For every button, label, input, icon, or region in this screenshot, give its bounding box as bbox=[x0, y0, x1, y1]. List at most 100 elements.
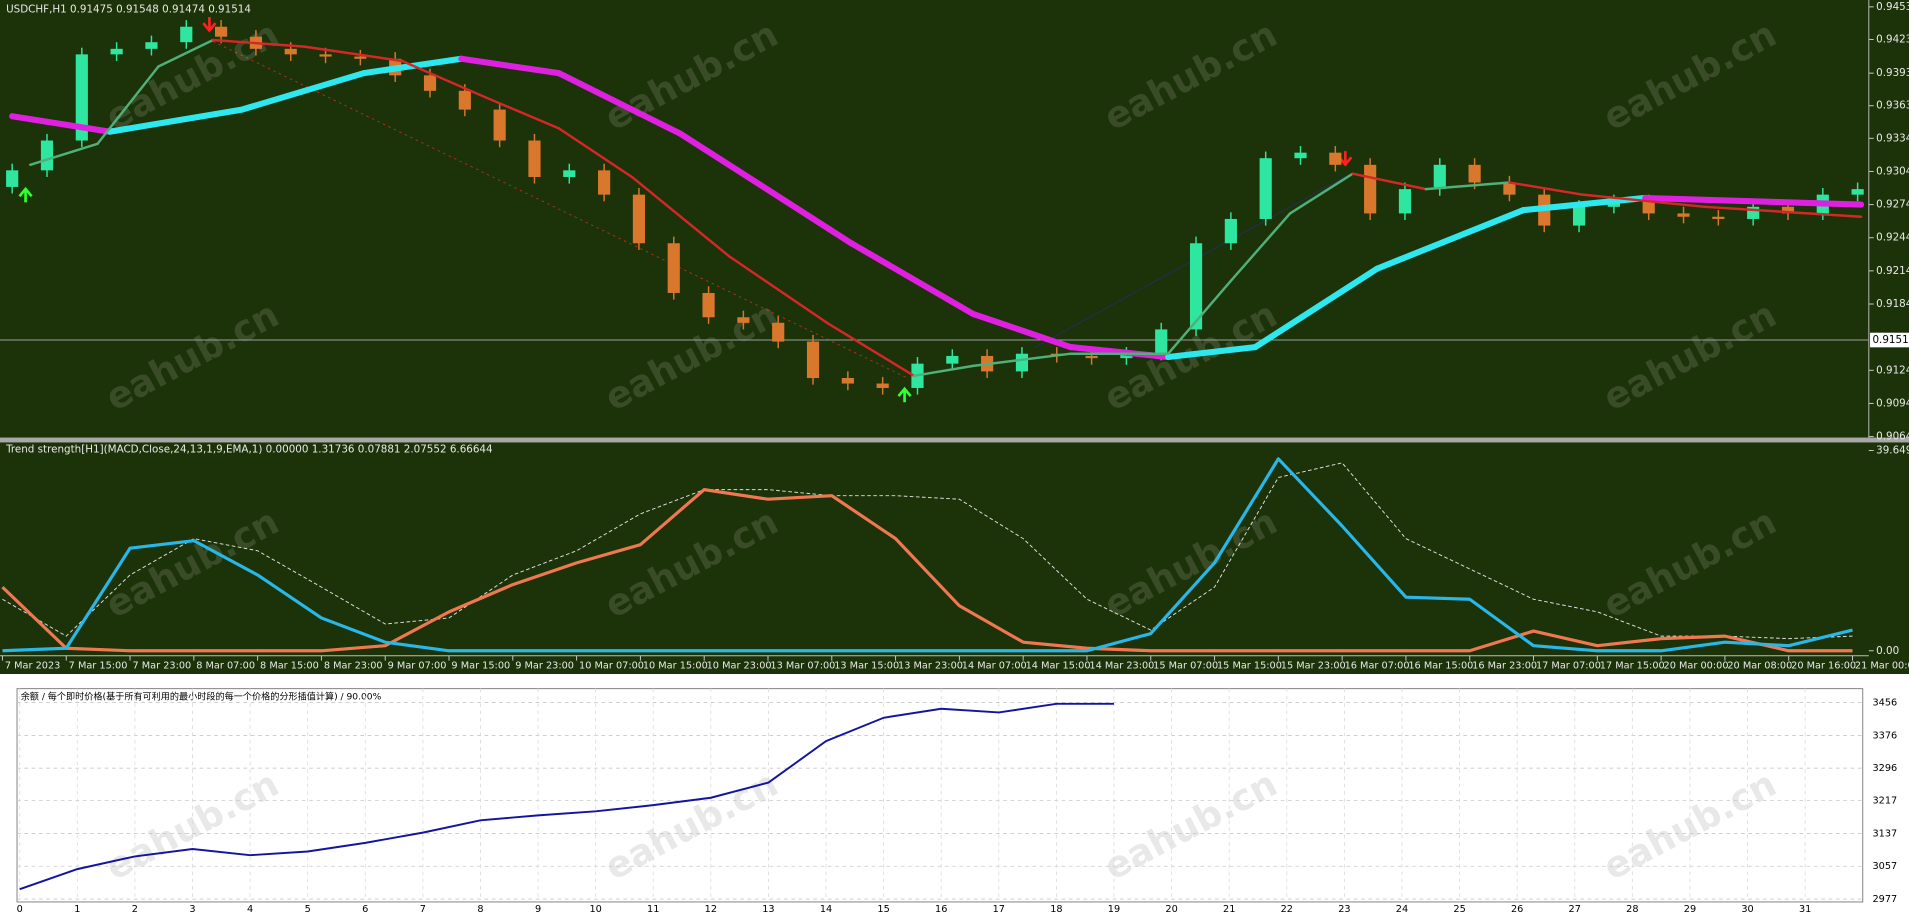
moving-average-segment bbox=[106, 106, 246, 135]
x-tick-label: 8 bbox=[477, 904, 483, 915]
x-tick-label: 13 bbox=[762, 904, 774, 915]
x-tick-label: 22 bbox=[1281, 904, 1293, 915]
y-tick-label: 0.00 bbox=[1876, 645, 1899, 657]
ohlc-high: 0.91548 bbox=[116, 4, 159, 16]
indicator-panel bbox=[0, 442, 1909, 675]
y-tick-label: 3376 bbox=[1872, 730, 1897, 741]
price-header: USDCHF,H1 0.91475 0.91548 0.91474 0.9151… bbox=[6, 4, 251, 16]
candle-body bbox=[145, 42, 158, 49]
x-tick-label: 4 bbox=[247, 904, 253, 915]
x-tick-label: 20 Mar 08:00 bbox=[1727, 660, 1792, 671]
moving-average-segment bbox=[848, 240, 977, 317]
y-tick-label: 0.94530 bbox=[1876, 1, 1909, 13]
indicator-line bbox=[2, 457, 1853, 653]
y-tick-label: 0.91240 bbox=[1876, 364, 1909, 376]
moving-average-segment bbox=[630, 175, 731, 258]
x-tick-label: 9 Mar 23:00 bbox=[515, 660, 574, 671]
candle-body bbox=[1224, 218, 1237, 244]
moving-average-segment bbox=[1165, 344, 1259, 361]
moving-average-segment bbox=[484, 96, 561, 130]
indicator-line bbox=[2, 462, 1853, 640]
candle-body bbox=[1781, 206, 1795, 214]
moving-average-segment bbox=[458, 55, 562, 77]
moving-average-segment bbox=[157, 38, 215, 68]
candle-body bbox=[40, 140, 54, 171]
x-tick-label: 13 Mar 23:00 bbox=[898, 660, 963, 671]
candle-body bbox=[1085, 355, 1098, 359]
x-tick-label: 24 bbox=[1396, 904, 1408, 915]
moving-average-segment bbox=[96, 65, 160, 146]
candle-body bbox=[946, 355, 959, 364]
y-tick-label: 0.92440 bbox=[1876, 232, 1909, 244]
x-tick-label: 9 Mar 15:00 bbox=[451, 660, 510, 671]
moving-average-segment bbox=[303, 45, 404, 63]
candle-body bbox=[1677, 213, 1690, 217]
candle-body bbox=[1398, 189, 1412, 214]
candle-body bbox=[1015, 353, 1029, 372]
candle-body bbox=[806, 341, 820, 379]
symbol: USDCHF,H1 bbox=[6, 4, 67, 16]
candle-body bbox=[563, 170, 576, 177]
candle-body bbox=[284, 48, 297, 55]
x-tick-label: 8 Mar 15:00 bbox=[260, 660, 319, 671]
moving-average-segment bbox=[1581, 193, 1706, 209]
x-tick-label: 15 Mar 23:00 bbox=[1281, 660, 1346, 671]
x-tick-label: 27 bbox=[1569, 904, 1581, 915]
candle-body bbox=[1851, 189, 1864, 195]
moving-average-segment bbox=[1351, 172, 1428, 191]
x-tick-label: 8 Mar 23:00 bbox=[324, 660, 383, 671]
moving-average-segment bbox=[9, 113, 113, 135]
candle-body bbox=[841, 378, 854, 384]
y-tick-label: 3137 bbox=[1872, 828, 1897, 839]
x-tick-label: 14 Mar 15:00 bbox=[1026, 660, 1091, 671]
ohlc-close: 0.91514 bbox=[208, 4, 251, 16]
candle-body bbox=[1364, 164, 1377, 214]
x-tick-label: 30 bbox=[1741, 904, 1753, 915]
x-tick-label: 25 bbox=[1453, 904, 1465, 915]
candle-body bbox=[180, 26, 193, 43]
x-tick-label: 15 Mar 15:00 bbox=[1217, 660, 1282, 671]
x-tick-label: 23 bbox=[1338, 904, 1350, 915]
balance-line bbox=[19, 702, 1115, 891]
candle-body bbox=[458, 90, 471, 110]
moving-average-segment bbox=[555, 70, 684, 137]
y-tick-label: 3057 bbox=[1872, 861, 1897, 872]
x-tick-label: 14 bbox=[820, 904, 832, 915]
y-tick-label: 0.92740 bbox=[1876, 199, 1909, 211]
y-tick-label: 0.90940 bbox=[1876, 397, 1909, 409]
x-tick-label: 7 bbox=[420, 904, 426, 915]
candle-body bbox=[1189, 243, 1203, 330]
candle-body bbox=[598, 170, 611, 195]
x-tick-label: 2 bbox=[132, 904, 138, 915]
x-tick-label: 20 bbox=[1165, 904, 1177, 915]
candle-body bbox=[772, 322, 785, 342]
x-tick-label: 17 bbox=[993, 904, 1005, 915]
ohlc-low: 0.91474 bbox=[162, 4, 205, 16]
x-tick-label: 6 bbox=[362, 904, 368, 915]
x-tick-label: 15 Mar 07:00 bbox=[1153, 660, 1218, 671]
y-tick-label: 3456 bbox=[1872, 698, 1897, 709]
x-tick-label: 7 Mar 15:00 bbox=[69, 660, 128, 671]
moving-average-segment bbox=[912, 364, 975, 378]
y-tick-label: 39.649 bbox=[1876, 444, 1909, 456]
y-tick-label: 2977 bbox=[1872, 894, 1897, 905]
moving-average-segment bbox=[1642, 194, 1865, 208]
candle-body bbox=[1120, 353, 1133, 359]
x-tick-label: 16 Mar 07:00 bbox=[1345, 660, 1410, 671]
y-tick-label: 0.91840 bbox=[1876, 298, 1909, 310]
y-tick-label: 0.94235 bbox=[1876, 33, 1909, 45]
moving-average-segment bbox=[1067, 344, 1172, 361]
x-tick-label: 7 Mar 23:00 bbox=[132, 660, 191, 671]
x-tick-label: 13 Mar 07:00 bbox=[770, 660, 835, 671]
x-tick-label: 20 Mar 16:00 bbox=[1791, 660, 1856, 671]
moving-average-segment bbox=[728, 255, 829, 325]
moving-average-segment bbox=[970, 310, 1074, 351]
y-tick-label: 3217 bbox=[1872, 796, 1897, 807]
candle-body bbox=[702, 292, 715, 318]
candle-body bbox=[423, 75, 437, 91]
trend-line bbox=[212, 41, 908, 379]
moving-average-segment bbox=[1508, 181, 1584, 196]
y-tick-label: 0.92140 bbox=[1876, 265, 1909, 277]
candle-body bbox=[1155, 329, 1168, 354]
moving-average-segment bbox=[1229, 212, 1292, 283]
